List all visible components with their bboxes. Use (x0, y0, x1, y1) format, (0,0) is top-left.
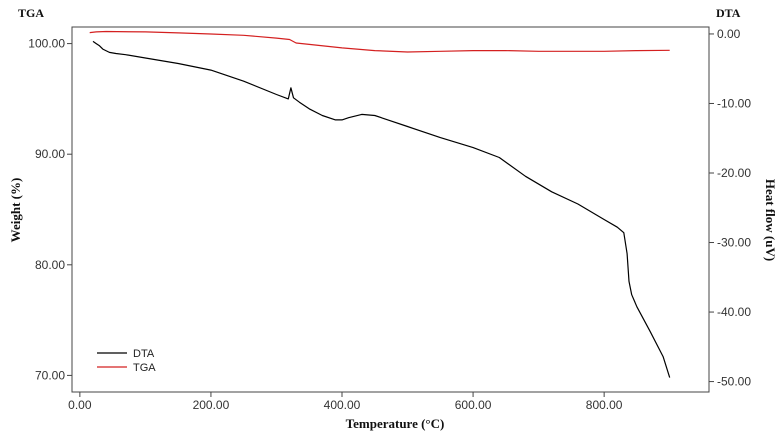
x-tick-label: 800.00 (586, 398, 623, 412)
legend: DTA TGA (97, 348, 156, 374)
series-line-dta (92, 40, 671, 378)
y-tick-label: 90.00 (35, 147, 65, 161)
legend-label-tga: TGA (133, 362, 156, 374)
y2-tick-label: -50.00 (717, 375, 751, 389)
x-tick-label: 200.00 (193, 398, 230, 412)
y2-tick-label: -40.00 (717, 305, 751, 319)
x-axis-ticks: 0.00 200.00 400.00 600.00 800.00 (68, 392, 623, 412)
right-axis-corner-label: DTA (716, 6, 741, 20)
x-tick-label: 0.00 (68, 398, 92, 412)
y-axis-title: Weight (%) (8, 178, 23, 243)
series-line-tga (89, 30, 670, 53)
y-axis-ticks: 70.00 80.00 90.00 100.00 (28, 37, 72, 382)
y-tick-label: 80.00 (35, 258, 65, 272)
y2-tick-label: -10.00 (717, 96, 751, 110)
y2-axis-ticks: 0.00 -10.00 -20.00 -30.00 -40.00 -50.00 (709, 27, 751, 389)
y2-tick-label: -30.00 (717, 236, 751, 250)
y-tick-label: 100.00 (28, 37, 65, 51)
y2-tick-label: -20.00 (717, 166, 751, 180)
y2-axis-title: Heat flow (uV) (763, 179, 778, 261)
x-axis-title: Temperature (°C) (346, 416, 445, 431)
x-tick-label: 600.00 (455, 398, 492, 412)
legend-label-dta: DTA (133, 348, 155, 360)
left-axis-corner-label: TGA (18, 6, 44, 20)
series-lines (89, 30, 671, 378)
y-tick-label: 70.00 (35, 368, 65, 382)
plot-area-frame (71, 26, 710, 393)
y2-tick-label: 0.00 (717, 27, 741, 41)
x-tick-label: 400.00 (324, 398, 361, 412)
